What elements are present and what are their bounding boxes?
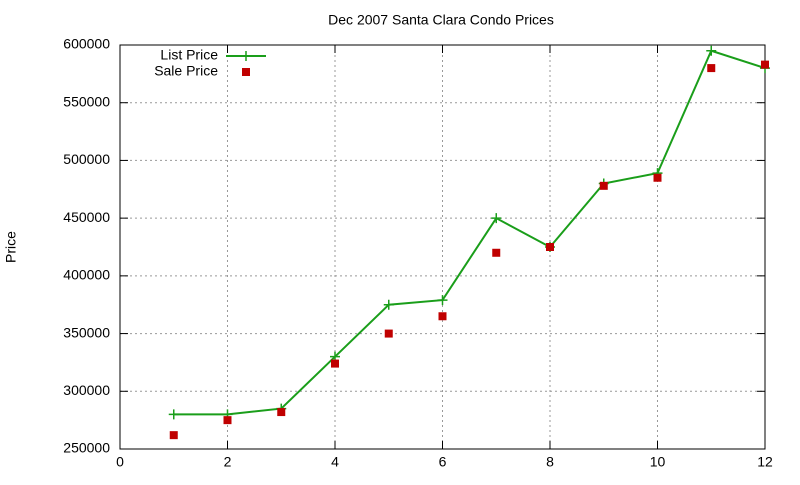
x-tick-label: 2 [224, 454, 232, 470]
point [331, 359, 339, 368]
point [438, 312, 447, 321]
point [384, 329, 393, 338]
y-tick-label: 450000 [63, 209, 110, 225]
point [223, 416, 232, 425]
y-tick-label: 350000 [63, 324, 110, 340]
y-axis-label: Price [3, 231, 19, 263]
x-tick-label: 12 [757, 454, 773, 470]
y-tick-label: 600000 [63, 36, 110, 52]
point [277, 408, 286, 417]
y-tick-label: 500000 [63, 151, 110, 167]
point [437, 295, 448, 306]
point [168, 409, 179, 420]
y-tick-label: 550000 [63, 93, 110, 109]
legend-marker [241, 51, 251, 61]
point [761, 60, 769, 69]
y-tick-label: 250000 [63, 440, 110, 456]
x-tick-label: 4 [331, 454, 339, 470]
plot-frame [119, 44, 766, 450]
x-tick-label: 0 [116, 454, 124, 470]
point [169, 431, 178, 440]
legend-marker [242, 68, 250, 76]
series-line [173, 49, 766, 416]
point [706, 45, 717, 56]
y-tick-label: 300000 [63, 382, 110, 398]
y-tick-label: 400000 [63, 267, 110, 283]
x-tick-label: 6 [439, 454, 447, 470]
x-tick-label: 10 [650, 454, 666, 470]
legend-label: List Price [160, 47, 218, 63]
chart-title: Dec 2007 Santa Clara Condo Prices [328, 12, 554, 28]
point [653, 173, 662, 182]
point [383, 299, 394, 310]
point [599, 181, 608, 190]
x-tick-label: 8 [546, 454, 554, 470]
point [492, 248, 501, 257]
point [546, 243, 554, 251]
legend-label: Sale Price [154, 63, 218, 79]
point [707, 64, 716, 73]
point [491, 213, 502, 224]
